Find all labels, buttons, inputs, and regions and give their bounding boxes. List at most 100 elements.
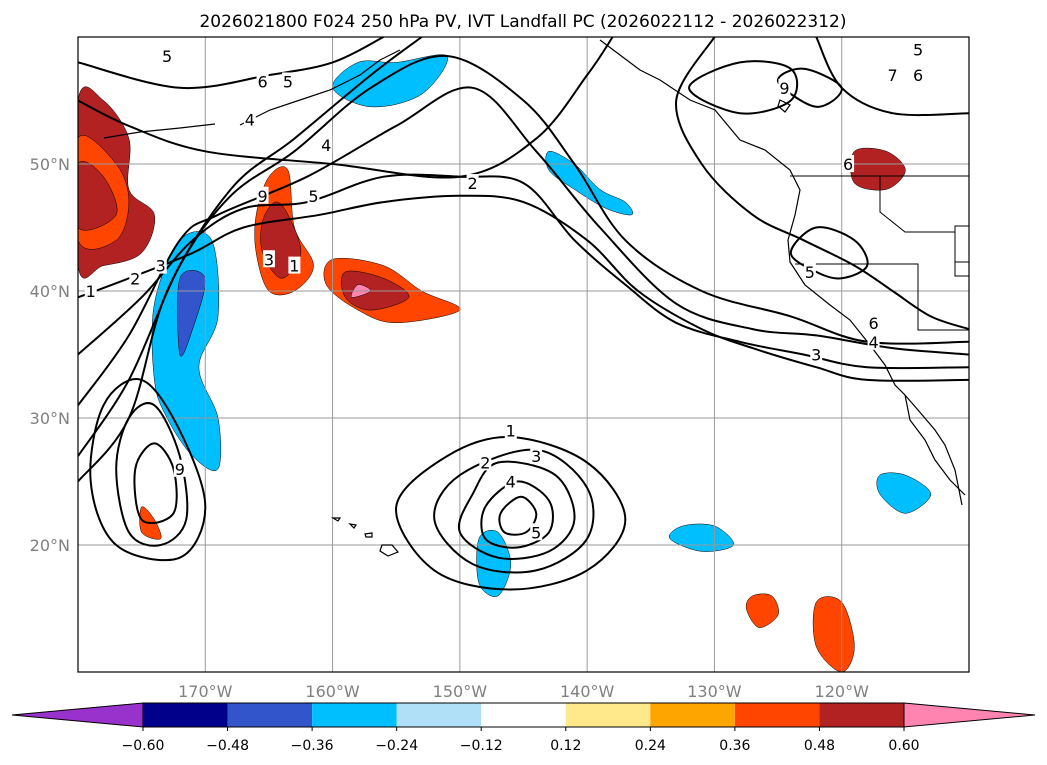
contour-label-bg — [479, 453, 492, 471]
colorbar-segment — [312, 703, 397, 727]
x-axis-ticks: 170°W 160°W 150°W 140°W 130°W 120°W — [178, 682, 869, 701]
contour-label-bg — [288, 256, 301, 274]
colorbar-tick-label: −0.12 — [460, 738, 503, 754]
contour-label: 4 — [245, 111, 255, 130]
pv-contour-line — [687, 60, 799, 115]
ivt-pc-patch — [876, 472, 932, 514]
pv-contour-line — [395, 436, 627, 591]
colorbar-segment — [819, 703, 904, 727]
y-tick-label: 30°N — [30, 409, 70, 428]
pv-contour-line — [815, 37, 969, 117]
contour-label-bg — [842, 155, 855, 172]
pv-contour-line — [480, 480, 554, 549]
colorbar-segment — [143, 703, 228, 727]
ivt-pc-patch — [745, 593, 779, 628]
contour-label: 9 — [175, 460, 185, 479]
colorbar-segment — [227, 703, 313, 727]
contour-label-bg — [778, 78, 791, 96]
contour-label: 1 — [289, 257, 299, 276]
contour-label-bg — [886, 66, 899, 84]
contour-label-bg — [530, 447, 543, 465]
ivt-pc-patch — [850, 147, 906, 191]
contour-label-bg — [282, 72, 295, 90]
colorbar-tick-label: 0.48 — [804, 738, 835, 754]
colorbar-extend-low — [11, 702, 144, 728]
x-tick-label: 170°W — [178, 682, 233, 701]
contour-label-bg — [810, 345, 823, 363]
contour-label-bg — [256, 72, 269, 90]
ivt-pc-patch — [177, 270, 206, 357]
colorbar-tick-label: −0.36 — [291, 738, 334, 754]
colorbar-extend-high — [903, 702, 1036, 728]
ivt-pc-patch — [812, 596, 855, 672]
contour-label: 7 — [888, 66, 898, 85]
contour-label-bg — [504, 421, 517, 439]
contour-label: 6 — [913, 66, 923, 85]
contour-label-bg — [256, 186, 269, 204]
x-tick-label: 160°W — [305, 682, 360, 701]
colorbar-tick-label: −0.48 — [206, 738, 249, 754]
contour-label-bg — [466, 174, 479, 192]
pv-contour-line — [457, 460, 576, 560]
pv-contour-line — [78, 194, 969, 382]
contour-label: 5 — [283, 72, 293, 91]
contour-label: 9 — [779, 79, 789, 98]
contour-label-bg — [161, 47, 174, 65]
coastlines — [103, 39, 969, 557]
y-tick-label: 50°N — [30, 155, 70, 174]
contour-label-bg — [912, 40, 925, 58]
pv-contour-line — [133, 442, 178, 525]
contour-label: 5 — [531, 523, 541, 542]
contour-label: 4 — [321, 136, 331, 155]
contour-label-bg — [867, 313, 880, 331]
contour-label: 5 — [913, 41, 923, 60]
chart-title: 2026021800 F024 250 hPa PV, IVT Landfall… — [199, 12, 846, 32]
contour-label-bg — [803, 262, 816, 280]
colorbar-frame — [142, 702, 905, 728]
colorbar-tick-label: 0.24 — [635, 738, 666, 754]
colorbar-tick-label: 0.12 — [550, 738, 581, 754]
colorbar-tick-label: −0.24 — [375, 738, 418, 754]
contour-label: 6 — [257, 72, 267, 91]
pv-contour-line — [789, 226, 869, 280]
contour-label-bg — [912, 66, 925, 84]
contour-label-bg — [504, 472, 517, 490]
contour-label-bg — [154, 256, 167, 274]
pv-contour-line — [78, 86, 969, 406]
contour-label: 3 — [264, 250, 274, 269]
contour-label-bg — [84, 282, 97, 299]
contour-label: 2 — [130, 269, 140, 288]
colorbar-segment — [565, 703, 651, 727]
colorbar-segment — [481, 703, 566, 727]
gridlines — [78, 37, 969, 672]
map-frame — [77, 36, 970, 673]
colorbar-tick-label: 0.60 — [888, 738, 919, 754]
y-axis-ticks: 20°N 30°N 40°N 50°N — [30, 155, 70, 555]
contour-label: 9 — [257, 187, 267, 206]
colorbar-segment — [650, 703, 735, 727]
contour-label: 5 — [805, 263, 815, 282]
pv-contour-line — [78, 173, 969, 370]
contour-label: 5 — [162, 47, 172, 66]
contour-label-bg — [243, 110, 256, 128]
ivt-pc-patch — [545, 151, 634, 216]
x-tick-label: 150°W — [433, 682, 488, 701]
x-tick-label: 140°W — [560, 682, 615, 701]
contour-label: 6 — [843, 155, 853, 174]
x-tick-label: 120°W — [815, 682, 870, 701]
colorbar-tick-label: −0.60 — [122, 738, 165, 754]
pv-contour-line — [777, 67, 843, 108]
contour-label: 2 — [467, 174, 477, 193]
colorbar-segment — [396, 703, 482, 727]
contour-label: 6 — [868, 314, 878, 333]
contour-label-bg — [320, 135, 333, 153]
contour-label-bg — [307, 186, 320, 204]
contour-label: 5 — [308, 187, 318, 206]
contour-label: 4 — [506, 473, 516, 492]
colorbar-tick-label: 0.36 — [719, 738, 750, 754]
ivt-pc-patch — [78, 160, 118, 231]
contour-label-bg — [867, 332, 880, 350]
